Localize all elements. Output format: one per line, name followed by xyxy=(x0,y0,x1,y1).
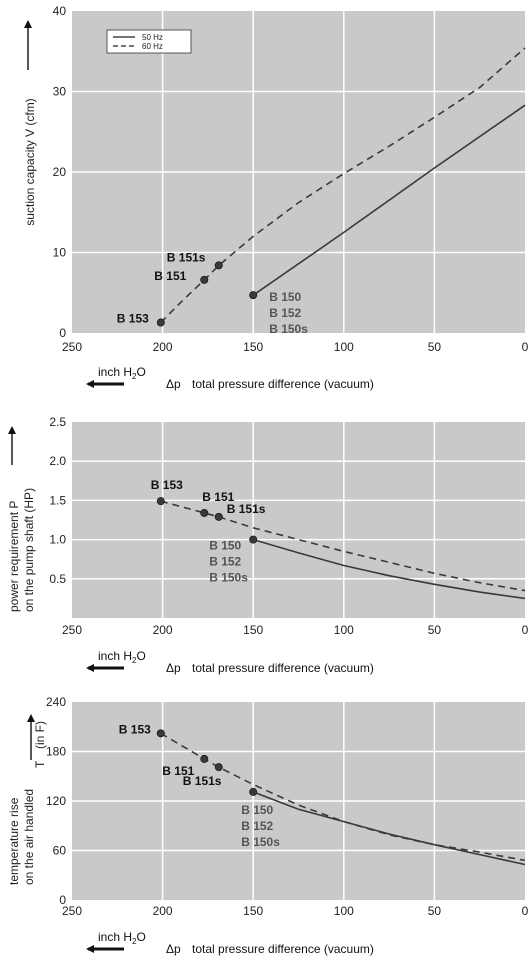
model-label: B 151s xyxy=(167,250,206,264)
data-point xyxy=(156,729,165,738)
model-label: B 151s xyxy=(183,774,222,788)
model-label: B 151 xyxy=(162,764,194,778)
x-tick-label: 200 xyxy=(153,340,173,354)
x-unit-label: inch H2O xyxy=(98,649,146,665)
data-point xyxy=(249,787,258,796)
x-tick-label: 0 xyxy=(522,904,529,918)
series-line-solid xyxy=(252,538,526,600)
x-tick-label: 50 xyxy=(428,340,442,354)
y-tick-label: 60 xyxy=(53,844,67,858)
y-tick-label: 180 xyxy=(46,745,66,759)
series-line-solid xyxy=(252,791,526,866)
data-point xyxy=(156,497,165,506)
x-tick-label: 250 xyxy=(62,904,82,918)
y-tick-label: 0 xyxy=(59,326,66,340)
y-tick-label: 240 xyxy=(46,695,66,709)
x-tick-label: 0 xyxy=(522,340,529,354)
y-tick-label: 2.5 xyxy=(49,415,66,429)
x-axis-label: total pressure difference (vacuum) xyxy=(192,942,374,956)
y-unit-label: (in F) xyxy=(33,721,47,749)
y-axis-label: power requirement P xyxy=(7,501,21,612)
data-point xyxy=(200,754,209,763)
model-label: B 150 xyxy=(241,803,273,817)
x-tick-label: 150 xyxy=(243,623,263,637)
data-point xyxy=(200,508,209,517)
legend-box xyxy=(106,29,192,54)
model-label: B 153 xyxy=(117,312,149,326)
data-point xyxy=(214,261,223,270)
model-label: B 150s xyxy=(241,835,280,849)
model-label: B 150 xyxy=(269,290,301,304)
data-point xyxy=(200,275,209,284)
x-axis-label: total pressure difference (vacuum) xyxy=(192,661,374,675)
model-label: B 150s xyxy=(209,571,248,585)
x-unit-label: inch H2O xyxy=(98,365,146,381)
legend-entry: 60 Hz xyxy=(142,42,163,51)
y-tick-label: 120 xyxy=(46,794,66,808)
chart-panel-1: 250 200 150 100 50 0 0 10 20 30 40 B 151s B 151 B 153… xyxy=(23,4,529,391)
data-point xyxy=(214,763,223,772)
y-axis-label: on the pump shaft (HP) xyxy=(22,488,36,612)
x-tick-label: 200 xyxy=(153,904,173,918)
data-point xyxy=(249,535,258,544)
model-label: B 150 xyxy=(209,539,241,553)
x-symbol-label: Δp xyxy=(166,942,181,956)
x-tick-label: 50 xyxy=(428,623,442,637)
data-point xyxy=(214,512,223,521)
model-label: B 151s xyxy=(227,502,266,516)
x-tick-label: 100 xyxy=(334,623,354,637)
y-axis-label: on the air handled xyxy=(22,789,36,885)
y-tick-label: 2.0 xyxy=(49,454,66,468)
y-tick-label: 0 xyxy=(59,893,66,907)
y-tick-label: 1.5 xyxy=(49,493,66,507)
x-axis-label: total pressure difference (vacuum) xyxy=(192,377,374,391)
chart-panel-2: 250 200 150 100 50 0 0.5 1.0 1.5 2.0 2.5 B 153 B 151… xyxy=(7,415,529,675)
y-symbol-label: T xyxy=(33,760,47,768)
y-tick-label: 20 xyxy=(53,165,67,179)
x-symbol-label: Δp xyxy=(166,377,181,391)
model-label: B 153 xyxy=(151,478,183,492)
x-tick-label: 150 xyxy=(243,904,263,918)
model-label: B 153 xyxy=(119,722,151,736)
y-tick-label: 0.5 xyxy=(49,572,66,586)
x-unit-label: inch H2O xyxy=(98,930,146,946)
legend-entry: 50 Hz xyxy=(142,33,163,42)
model-label: B 152 xyxy=(269,306,301,320)
x-tick-label: 250 xyxy=(62,340,82,354)
model-label: B 151 xyxy=(202,490,234,504)
x-tick-label: 150 xyxy=(243,340,263,354)
x-symbol-label: Δp xyxy=(166,661,181,675)
y-axis-label: suction capacity V (cfm) xyxy=(23,98,37,225)
x-tick-label: 0 xyxy=(522,623,529,637)
y-tick-label: 30 xyxy=(53,85,67,99)
y-tick-label: 1.0 xyxy=(49,533,66,547)
y-axis-label: temperature rise xyxy=(7,797,21,885)
model-label: B 151 xyxy=(154,269,186,283)
model-label: B 150s xyxy=(269,322,308,336)
plot-area xyxy=(72,422,525,618)
x-tick-label: 100 xyxy=(334,340,354,354)
x-tick-label: 100 xyxy=(334,904,354,918)
y-tick-label: 40 xyxy=(53,4,67,18)
series-line-dashed xyxy=(160,47,526,324)
x-tick-label: 50 xyxy=(428,904,442,918)
model-label: B 152 xyxy=(241,819,273,833)
series-line-dashed xyxy=(160,500,526,592)
model-label: B 152 xyxy=(209,555,241,569)
data-point xyxy=(249,291,258,300)
x-tick-label: 250 xyxy=(62,623,82,637)
series-line-solid xyxy=(252,104,526,296)
y-tick-label: 10 xyxy=(53,246,67,260)
x-tick-label: 200 xyxy=(153,623,173,637)
data-point xyxy=(156,318,165,327)
